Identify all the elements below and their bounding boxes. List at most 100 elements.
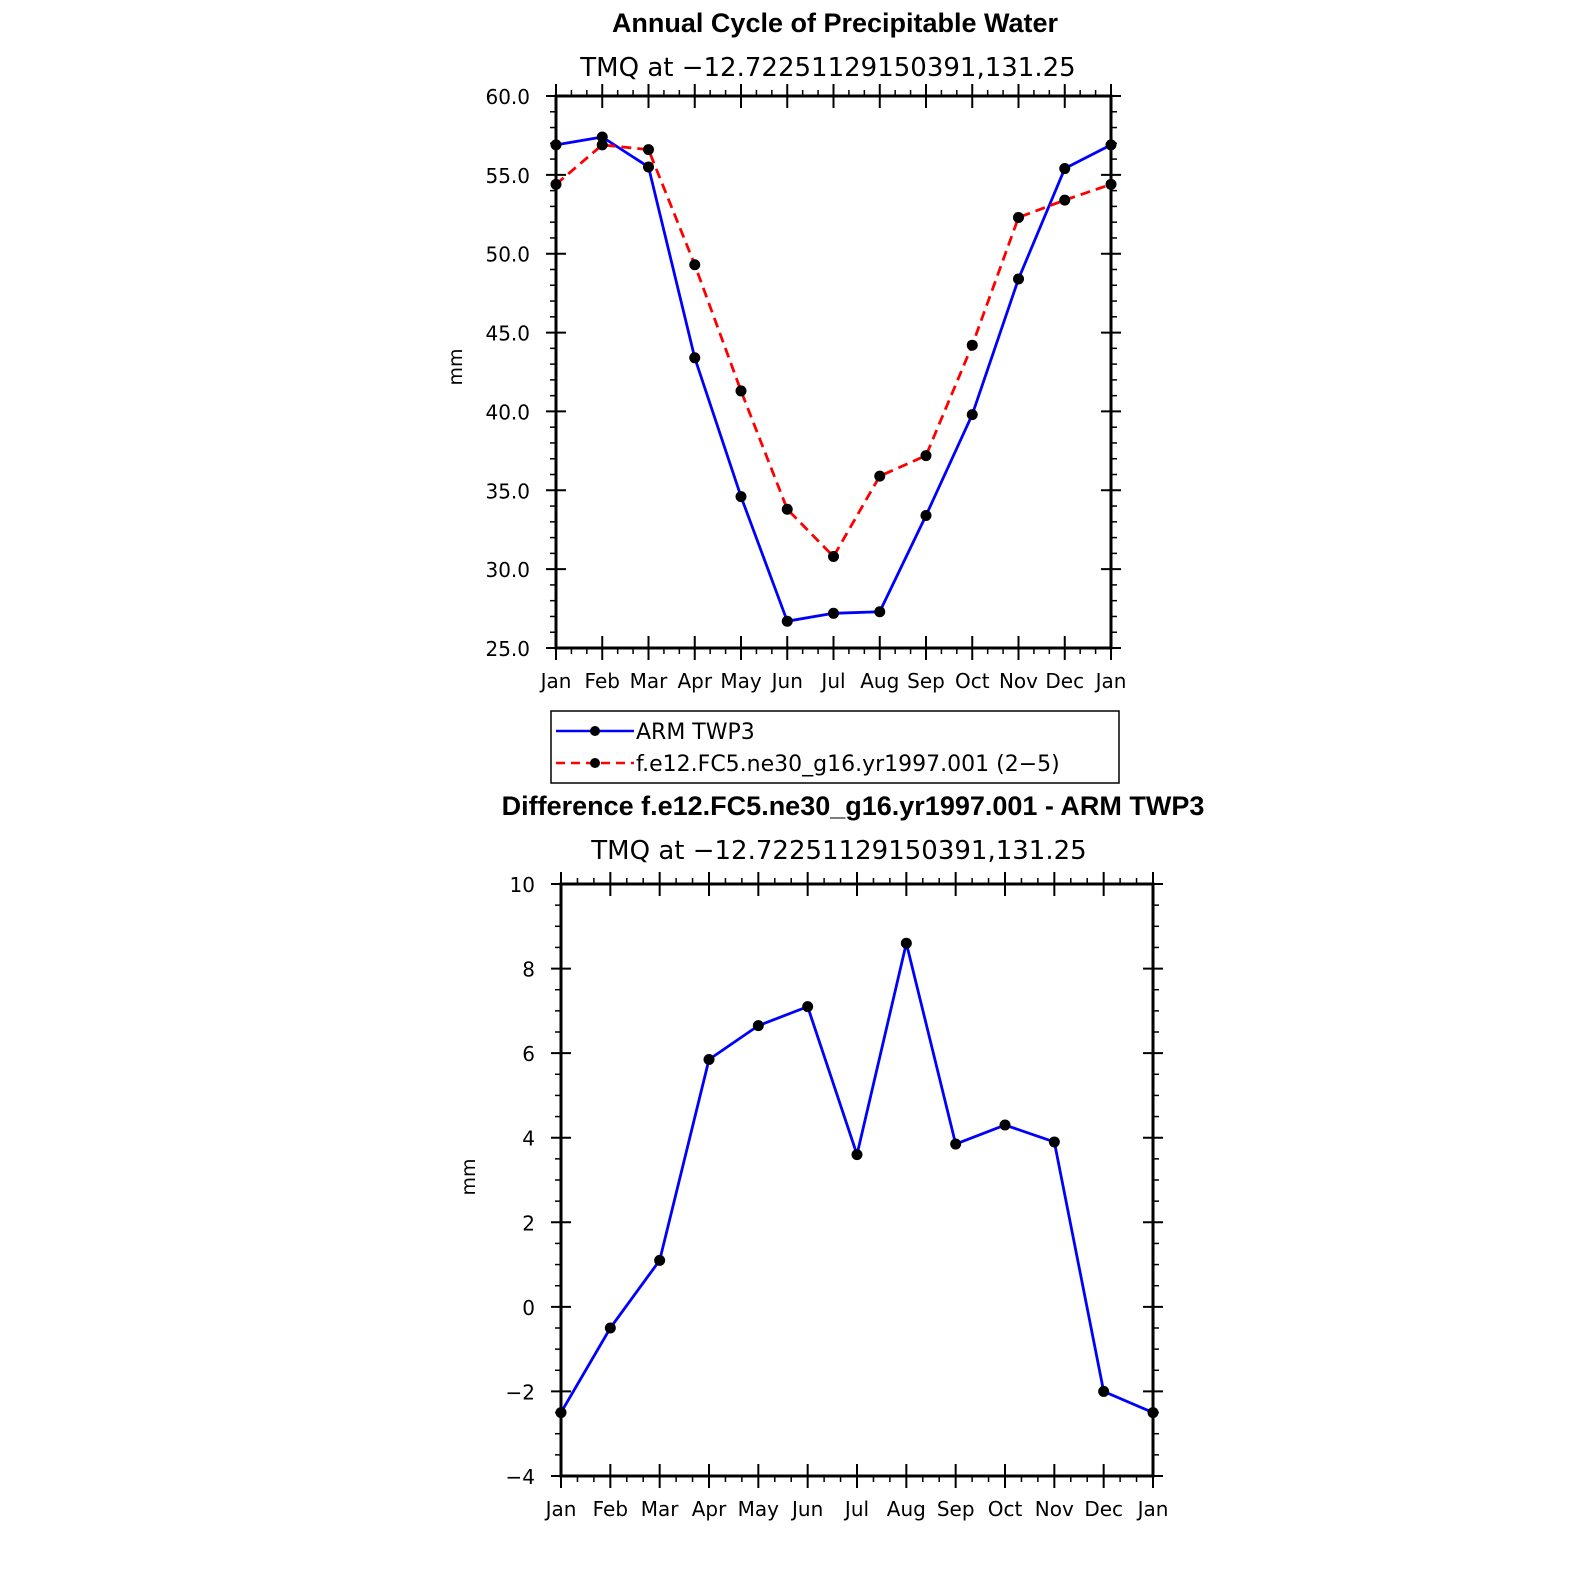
x-tick-label: Dec [1084, 1497, 1123, 1521]
legend-box [550, 710, 1120, 784]
y-tick-label: 45.0 [485, 322, 530, 346]
series-line-0 [559, 941, 1154, 1414]
data-point [752, 1020, 764, 1032]
series-markers [555, 937, 1159, 1419]
y-tick-label: 8 [522, 958, 535, 982]
data-point [596, 139, 608, 151]
x-tick-label: Jan [544, 1497, 577, 1521]
x-tick-label: Jan [1136, 1497, 1169, 1521]
annual-cycle-panel: Annual Cycle of Precipitable Water TMQ a… [445, 8, 1126, 784]
y-tick-label: 55.0 [485, 164, 530, 188]
data-point [851, 1149, 863, 1161]
data-point [874, 606, 886, 618]
y-tick-label: 30.0 [485, 558, 530, 582]
data-point [966, 339, 978, 351]
data-point [1048, 1136, 1060, 1148]
data-point [828, 551, 839, 563]
x-tick-label: May [738, 1497, 780, 1521]
data-point [999, 1119, 1011, 1131]
data-point [735, 385, 747, 397]
data-point [735, 491, 747, 503]
y-tick-label: 0 [522, 1296, 535, 1320]
y-axis-label: mm [458, 1158, 480, 1195]
y-tick-label: 25.0 [485, 637, 530, 661]
x-tick-label: Oct [988, 1497, 1023, 1521]
data-point [1013, 273, 1024, 285]
tick-labels: Jan Feb Mar Apr May Jun Jul Aug Sep Oct Nov Dec Jan−… [506, 873, 1169, 1521]
y-tick-label: 2 [522, 1211, 535, 1235]
data-point [920, 450, 932, 462]
x-tick-label: Sep [907, 669, 945, 693]
data-point [703, 1053, 715, 1065]
x-tick-label: Dec [1045, 669, 1084, 693]
data-point [689, 259, 701, 271]
x-tick-label: Jul [819, 669, 845, 693]
plot-frame [554, 94, 1113, 650]
plot-frame [559, 882, 1155, 1478]
x-tick-label: Jul [843, 1497, 869, 1521]
x-tick-label: Apr [677, 669, 712, 693]
chart-title: Annual Cycle of Precipitable Water [612, 8, 1059, 38]
series-lines [559, 941, 1154, 1414]
x-tick-label: Jun [790, 1497, 823, 1521]
data-point [874, 470, 886, 482]
data-point [1059, 194, 1071, 206]
y-tick-label: 35.0 [485, 479, 530, 503]
legend-marker-arm [590, 726, 600, 736]
x-tick-label: Feb [585, 669, 620, 693]
x-tick-label: Aug [887, 1497, 926, 1521]
data-point [1013, 211, 1024, 223]
axis-ticks [551, 872, 1163, 1488]
data-point [802, 1001, 814, 1013]
data-point [966, 409, 978, 421]
difference-panel: Difference f.e12.FC5.ne30_g16.yr1997.001… [458, 791, 1204, 1521]
x-tick-label: Nov [1035, 1497, 1074, 1521]
x-tick-label: Oct [955, 669, 990, 693]
y-tick-label: −2 [506, 1380, 535, 1404]
y-tick-label: 4 [522, 1127, 535, 1151]
series-line-1 [555, 143, 1112, 558]
x-tick-label: Mar [630, 669, 669, 693]
chart-title: Difference f.e12.FC5.ne30_g16.yr1997.001… [502, 791, 1205, 821]
y-axis-label: mm [445, 348, 467, 385]
data-point [643, 144, 654, 156]
x-tick-label: Jan [1094, 669, 1127, 693]
tick-labels: Jan Feb Mar Apr May Jun Jul Aug Sep Oct Nov Dec Jan 2… [485, 85, 1126, 693]
chart-subtitle: TMQ at −12.72251129150391,131.25 [590, 836, 1086, 866]
series-lines [555, 135, 1112, 623]
x-tick-label: Jan [539, 669, 572, 693]
chart-subtitle: TMQ at −12.72251129150391,131.25 [579, 53, 1075, 83]
y-tick-label: 40.0 [485, 400, 530, 424]
y-tick-label: −4 [506, 1465, 535, 1489]
x-tick-label: Mar [641, 1497, 680, 1521]
y-tick-label: 10 [510, 873, 535, 897]
data-point [643, 161, 654, 173]
y-tick-label: 50.0 [485, 243, 530, 267]
data-point [689, 352, 701, 364]
x-tick-label: May [720, 669, 762, 693]
series-markers [550, 131, 1117, 627]
series-line-0 [555, 135, 1112, 623]
y-tick-label: 60.0 [485, 85, 530, 109]
x-tick-label: Sep [937, 1497, 975, 1521]
legend: ARM TWP3 f.e12.FC5.ne30_g16.yr1997.001 (… [550, 710, 1120, 784]
y-tick-label: 6 [522, 1042, 535, 1066]
x-tick-label: Nov [999, 669, 1038, 693]
legend-label-arm: ARM TWP3 [636, 720, 755, 745]
legend-label-model: f.e12.FC5.ne30_g16.yr1997.001 (2−5) [636, 752, 1060, 777]
data-point [781, 615, 793, 627]
data-point [781, 503, 793, 515]
x-tick-label: Aug [860, 669, 899, 693]
data-point [900, 937, 912, 949]
data-point [920, 510, 932, 522]
data-point [596, 131, 608, 143]
data-point [1059, 163, 1071, 175]
data-point [828, 607, 839, 619]
data-point [950, 1138, 962, 1150]
x-tick-label: Jun [770, 669, 803, 693]
axis-ticks [546, 84, 1121, 660]
data-point [604, 1322, 616, 1334]
x-tick-label: Feb [593, 1497, 628, 1521]
data-point [1098, 1385, 1110, 1397]
